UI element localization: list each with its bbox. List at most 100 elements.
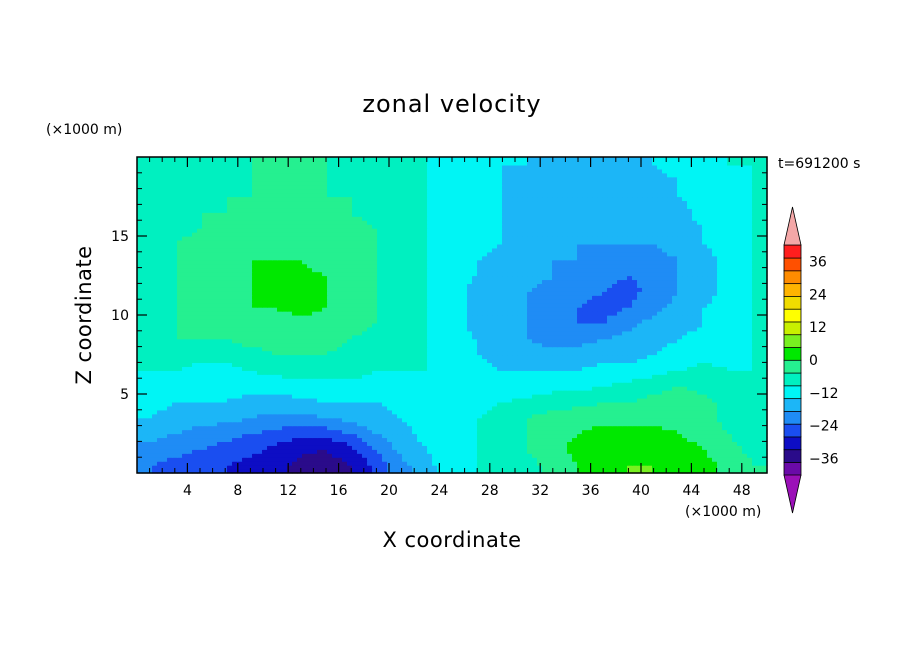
contour-cell <box>502 425 508 431</box>
contour-cell <box>732 409 738 415</box>
contour-cell <box>257 397 263 403</box>
contour-cell <box>472 334 478 340</box>
contour-cell <box>597 354 603 360</box>
contour-cell <box>232 318 238 324</box>
contour-cell <box>242 425 248 431</box>
contour-cell <box>367 370 373 375</box>
contour-cell <box>607 421 613 427</box>
contour-cell <box>632 421 638 427</box>
contour-cell <box>217 397 223 403</box>
contour-cell <box>202 441 208 446</box>
contour-cell <box>402 370 408 375</box>
contour-cell <box>202 469 208 474</box>
contour-cell <box>147 394 153 399</box>
contour-cell <box>617 453 623 458</box>
contour-cell <box>552 334 558 340</box>
contour-cell <box>672 350 678 356</box>
contour-cell <box>227 338 233 344</box>
contour-cell <box>692 421 698 427</box>
contour-cell <box>477 417 483 423</box>
contour-cell <box>412 413 418 419</box>
contour-cell <box>302 386 308 391</box>
contour-cell <box>502 421 508 427</box>
contour-cell <box>622 390 628 395</box>
contour-cell <box>332 354 338 360</box>
contour-cell <box>157 318 163 324</box>
contour-cell <box>692 382 698 387</box>
contour-cell <box>662 370 668 375</box>
contour-cell <box>467 334 473 340</box>
contour-cell <box>177 382 183 387</box>
contour-cell <box>282 362 288 367</box>
contour-cell <box>762 382 768 387</box>
contour-cell <box>237 338 243 344</box>
contour-cell <box>177 366 183 371</box>
contour-cell <box>162 465 168 470</box>
contour-cell <box>707 453 713 458</box>
contour-cell <box>447 390 453 395</box>
contour-cell <box>637 413 643 419</box>
contour-cell <box>667 421 673 427</box>
contour-cell <box>517 469 523 474</box>
contour-cell <box>257 390 263 395</box>
contour-cell <box>222 342 228 348</box>
contour-cell <box>477 354 483 360</box>
contour-cell <box>742 409 748 415</box>
contour-cell <box>202 413 208 419</box>
contour-cell <box>382 465 388 470</box>
contour-cell <box>762 370 768 375</box>
contour-cell <box>587 421 593 427</box>
contour-cell <box>272 437 278 442</box>
contour-cell <box>557 445 563 450</box>
contour-cell <box>442 390 448 395</box>
contour-cell <box>422 413 428 419</box>
contour-cell <box>362 386 368 391</box>
contour-cell <box>217 409 223 415</box>
contour-cell <box>542 386 548 391</box>
contour-cell <box>567 390 573 395</box>
contour-cell <box>427 330 433 336</box>
contour-cell <box>752 441 758 446</box>
contour-cell <box>287 346 293 352</box>
contour-cell <box>222 417 228 423</box>
contour-cell <box>547 338 553 344</box>
contour-cell <box>422 445 428 450</box>
contour-cell <box>687 326 693 332</box>
contour-cell <box>137 457 143 462</box>
contour-cell <box>747 445 753 450</box>
contour-cell <box>332 315 338 320</box>
contour-cell <box>567 465 573 470</box>
contour-cell <box>427 315 433 320</box>
contour-cell <box>157 433 163 439</box>
contour-cell <box>582 370 588 375</box>
contour-cell <box>692 318 698 324</box>
contour-cell <box>587 326 593 332</box>
contour-cell <box>452 417 458 423</box>
contour-cell <box>377 370 383 375</box>
contour-cell <box>267 469 273 474</box>
contour-cell <box>367 465 373 470</box>
contour-cell <box>222 318 228 324</box>
contour-cell <box>562 413 568 419</box>
contour-cell <box>667 457 673 462</box>
contour-cell <box>517 374 523 379</box>
contour-cell <box>567 334 573 340</box>
contour-cell <box>237 445 243 450</box>
contour-cell <box>187 362 193 367</box>
contour-cell <box>412 322 418 328</box>
contour-cell <box>732 318 738 324</box>
contour-cell <box>497 386 503 391</box>
contour-cell <box>282 358 288 363</box>
contour-cell <box>187 358 193 363</box>
contour-cell <box>637 394 643 399</box>
contour-cell <box>387 437 393 442</box>
contour-cell <box>212 465 218 470</box>
contour-cell <box>727 358 733 363</box>
contour-cell <box>232 362 238 367</box>
contour-cell <box>177 322 183 328</box>
contour-cell <box>137 370 143 375</box>
contour-cell <box>382 441 388 446</box>
contour-cell <box>507 374 513 379</box>
contour-cell <box>622 338 628 344</box>
contour-cell <box>562 330 568 336</box>
